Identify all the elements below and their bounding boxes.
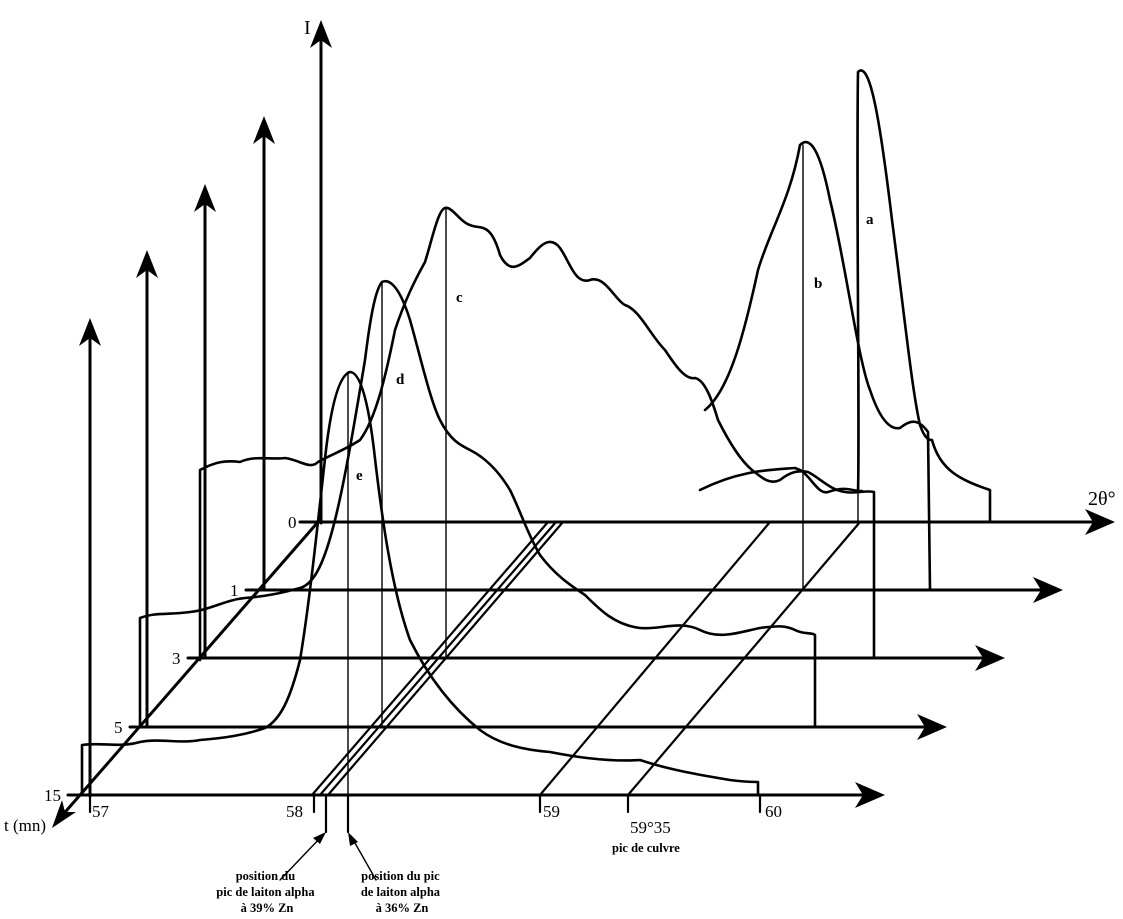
z-tick-5: 5: [114, 718, 123, 737]
intensity-arrowhead-t1: [253, 116, 275, 144]
depth-guides: [310, 520, 862, 797]
curve-label-e: e: [356, 468, 363, 484]
z-tick-15: 15: [44, 786, 61, 805]
guide-58-a: [310, 520, 550, 797]
intensity-arrowhead-t15: [79, 318, 101, 346]
note-36-line-1: position du pic: [361, 869, 440, 883]
curve-label-d: d: [396, 372, 405, 388]
guide-58-b: [318, 520, 558, 797]
baseline-arrowhead-t3: [975, 645, 1005, 671]
two-theta-axes: [66, 509, 1115, 808]
curve-e: [80, 370, 760, 797]
x-tick-60: 60: [765, 802, 782, 821]
curve-b-line: [703, 140, 932, 592]
intensity-arrowhead-t3: [194, 184, 216, 212]
z-tick-0: 0: [288, 513, 297, 532]
x-tick-58: 58: [286, 802, 303, 821]
guide-5935: [626, 520, 862, 797]
text-labels: I 2θ° t (mn) 0 1 3 5 15 57 58 59 59°35 6…: [4, 17, 1116, 915]
note-39-arrow: [279, 835, 323, 881]
note-39-line-2: pic de laiton alpha: [216, 885, 315, 899]
time-axis-arrowhead: [52, 800, 76, 828]
x-tick-57: 57: [92, 802, 110, 821]
note-39-line-3: à 39% Zn: [241, 901, 294, 915]
curve-a-line: [698, 69, 992, 524]
curve-label-c: c: [456, 290, 463, 306]
curve-label-a: a: [866, 212, 874, 228]
curve-e-line: [80, 370, 760, 797]
annotation-arrows: [279, 832, 377, 881]
baseline-arrowhead-t15: [855, 782, 885, 808]
y-axis-label: I: [304, 17, 311, 39]
curve-label-b: b: [814, 276, 822, 292]
note-cu-label: pic de culvre: [612, 841, 680, 855]
note-36-line-3: à 36% Zn: [376, 901, 429, 915]
intensity-arrowhead-t0: [310, 20, 332, 48]
guide-59: [538, 520, 772, 797]
intensity-arrowhead-t5: [136, 250, 158, 278]
curve-c: [198, 206, 876, 662]
note-39-label: position du pic de laiton alpha à 39% Zn: [216, 869, 317, 915]
baseline-arrowhead-t0: [1085, 509, 1115, 535]
curve-b: [703, 140, 932, 592]
curve-d-line: [138, 279, 817, 729]
note-39-line-1: position du: [236, 869, 295, 883]
z-tick-1: 1: [230, 581, 239, 600]
baseline-arrowhead-t1: [1033, 577, 1063, 603]
note-36-label: position du pic de laiton alpha à 36% Zn: [361, 869, 443, 915]
note-36-arrowhead: [348, 832, 358, 846]
z-tick-3: 3: [172, 649, 181, 668]
intensity-axes: [79, 20, 332, 798]
x-axis-label: 2θ°: [1088, 488, 1116, 510]
guide-58-c: [326, 520, 565, 797]
x-tick-5935: 59°35: [630, 818, 671, 837]
note-36-line-2: de laiton alpha: [361, 885, 441, 899]
x-tick-marks: [88, 793, 762, 834]
baseline-arrowhead-t5: [917, 714, 947, 740]
curve-d: [138, 279, 817, 729]
curve-c-line: [198, 206, 876, 662]
z-axis-label: t (mn): [4, 816, 46, 835]
time-axis: [52, 520, 320, 828]
time-axis-line: [58, 520, 320, 820]
x-tick-59: 59: [543, 802, 560, 821]
curve-a: [698, 69, 992, 524]
note-39-arrowhead: [313, 832, 326, 844]
